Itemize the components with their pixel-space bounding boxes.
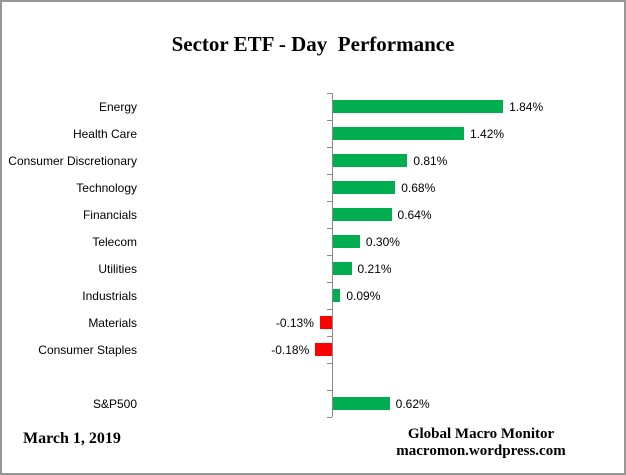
axis-tick bbox=[327, 417, 332, 418]
source-name: Global Macro Monitor bbox=[407, 426, 555, 442]
source-url: macromon.wordpress.com bbox=[396, 443, 566, 459]
category-label: Technology bbox=[76, 180, 137, 195]
bar-technology bbox=[332, 181, 396, 194]
axis-tick bbox=[327, 228, 332, 229]
category-label: Telecom bbox=[92, 234, 137, 249]
axis-tick bbox=[327, 174, 332, 175]
axis-tick bbox=[327, 201, 332, 202]
category-label: S&P500 bbox=[92, 396, 137, 411]
value-label: 0.62% bbox=[395, 396, 430, 411]
axis-tick bbox=[327, 309, 332, 310]
bar-materials bbox=[319, 316, 332, 329]
category-label: Health Care bbox=[72, 126, 137, 141]
axis-tick bbox=[327, 120, 332, 121]
category-label: Materials bbox=[88, 315, 137, 330]
bar-health-care bbox=[332, 127, 465, 140]
bar-consumer-staples bbox=[315, 343, 332, 356]
axis-tick bbox=[327, 147, 332, 148]
bar-telecom bbox=[332, 235, 360, 248]
source-credit: Global Macro Monitor macromon.wordpress.… bbox=[350, 426, 612, 460]
bar-industrials bbox=[332, 289, 341, 302]
category-label: Utilities bbox=[98, 261, 137, 276]
value-label: 0.30% bbox=[365, 234, 400, 249]
bar-energy bbox=[332, 100, 504, 113]
category-label: Consumer Discretionary bbox=[8, 153, 137, 168]
axis-tick bbox=[327, 390, 332, 391]
bar-s-p500 bbox=[332, 397, 390, 410]
axis-tick bbox=[327, 255, 332, 256]
value-label: -0.13% bbox=[275, 315, 314, 330]
value-label: 0.09% bbox=[346, 288, 381, 303]
date-label: March 1, 2019 bbox=[23, 430, 121, 447]
value-label: 0.81% bbox=[413, 153, 448, 168]
category-label: Energy bbox=[98, 99, 137, 114]
value-label: -0.18% bbox=[271, 342, 310, 357]
category-label: Financials bbox=[82, 207, 137, 222]
category-label: Consumer Staples bbox=[38, 342, 137, 357]
axis-tick bbox=[327, 336, 332, 337]
value-label: 0.21% bbox=[357, 261, 392, 276]
value-label: 1.84% bbox=[509, 99, 544, 114]
value-label: 1.42% bbox=[470, 126, 505, 141]
bar-financials bbox=[332, 208, 392, 221]
axis-tick bbox=[327, 93, 332, 94]
axis-tick bbox=[327, 282, 332, 283]
axis-tick bbox=[327, 363, 332, 364]
bar-utilities bbox=[332, 262, 352, 275]
category-label: Industrials bbox=[82, 288, 137, 303]
value-label: 0.64% bbox=[397, 207, 432, 222]
value-axis bbox=[332, 93, 333, 417]
chart-title: Sector ETF - Day Performance bbox=[171, 32, 455, 56]
value-label: 0.68% bbox=[401, 180, 436, 195]
bar-consumer-discretionary bbox=[332, 154, 408, 167]
